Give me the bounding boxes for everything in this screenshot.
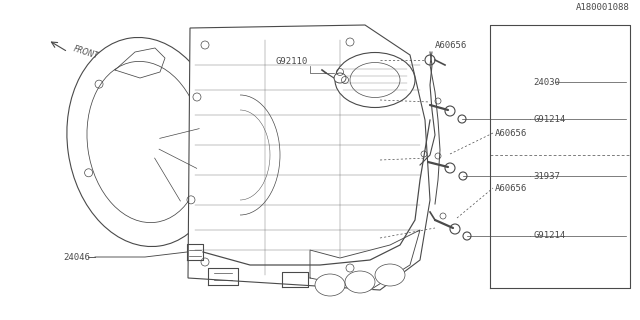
Text: G91214: G91214 [533, 231, 565, 241]
Text: 24030: 24030 [533, 77, 560, 86]
Ellipse shape [335, 52, 415, 108]
Polygon shape [310, 230, 420, 290]
Ellipse shape [87, 61, 203, 223]
Text: G92110: G92110 [276, 57, 308, 66]
Text: 31937: 31937 [533, 172, 560, 180]
Text: A60656: A60656 [495, 183, 527, 193]
Text: FRONT: FRONT [72, 45, 99, 61]
Text: A180001088: A180001088 [576, 3, 630, 12]
Ellipse shape [375, 264, 405, 286]
Polygon shape [188, 25, 430, 290]
Text: A60656: A60656 [435, 41, 467, 50]
Ellipse shape [334, 73, 346, 83]
Ellipse shape [67, 37, 223, 246]
Text: 24046: 24046 [63, 252, 90, 261]
Text: G91214: G91214 [533, 115, 565, 124]
Ellipse shape [345, 271, 375, 293]
Ellipse shape [315, 274, 345, 296]
Text: A60656: A60656 [495, 129, 527, 138]
